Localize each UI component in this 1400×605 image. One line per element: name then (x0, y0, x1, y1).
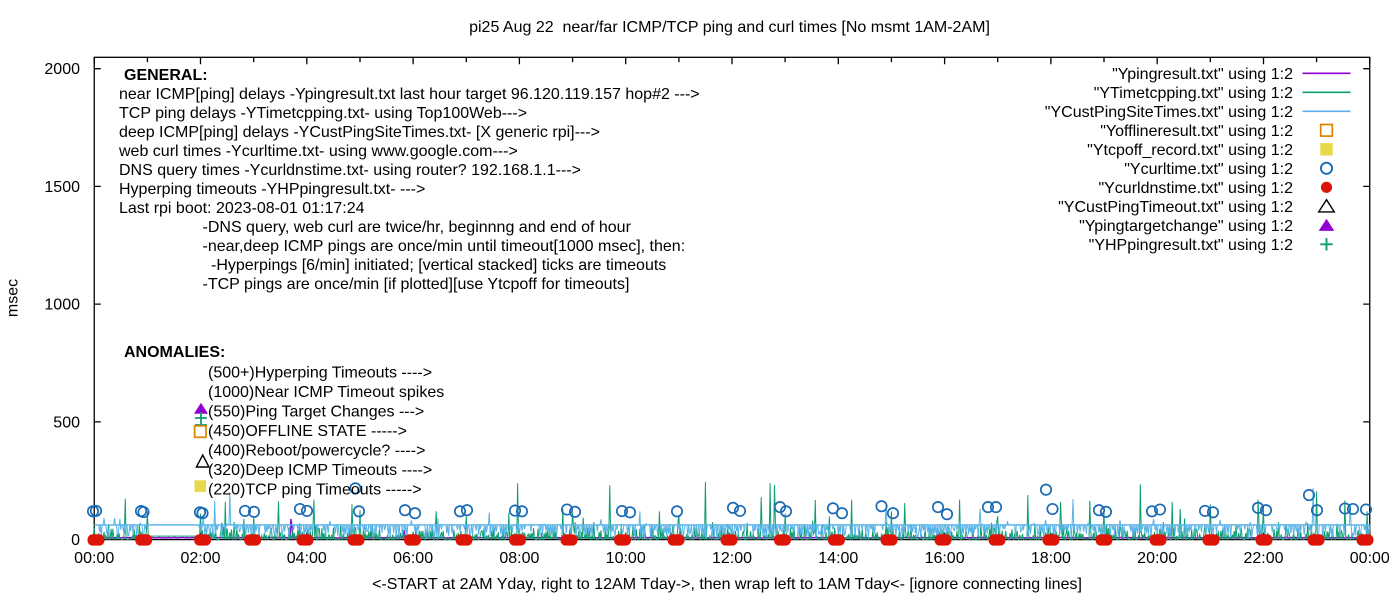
svg-text:TCP ping delays -YTimetcpping.: TCP ping delays -YTimetcpping.txt- using… (119, 105, 527, 122)
svg-text:06:00: 06:00 (393, 550, 433, 567)
svg-text:14:00: 14:00 (818, 550, 858, 567)
svg-text:"Ycurldnstime.txt" using 1:2: "Ycurldnstime.txt" using 1:2 (1098, 180, 1293, 197)
svg-text:DNS query times -Ycurldnstime.: DNS query times -Ycurldnstime.txt- using… (119, 162, 581, 179)
svg-text:1000: 1000 (44, 297, 80, 314)
svg-text:18:00: 18:00 (1031, 550, 1071, 567)
svg-text:04:00: 04:00 (287, 550, 327, 567)
svg-text:(400)Reboot/powercycle? ---->: (400)Reboot/powercycle? ----> (208, 443, 425, 460)
svg-text:12:00: 12:00 (712, 550, 752, 567)
svg-text:1500: 1500 (44, 179, 80, 196)
svg-text:-DNS query, web curl are twice: -DNS query, web curl are twice/hr, begin… (203, 219, 632, 236)
svg-text:08:00: 08:00 (499, 550, 539, 567)
svg-text:web curl times -Ycurltime.txt-: web curl times -Ycurltime.txt- using www… (118, 143, 518, 160)
svg-text:16:00: 16:00 (925, 550, 965, 567)
svg-text:near ICMP[ping] delays -Ypingr: near ICMP[ping] delays -Ypingresult.txt … (119, 86, 700, 103)
svg-text:22:00: 22:00 (1243, 550, 1283, 567)
svg-text:-TCP pings are once/min [if pl: -TCP pings are once/min [if plotted][use… (203, 276, 630, 293)
svg-text:10:00: 10:00 (606, 550, 646, 567)
svg-text:02:00: 02:00 (180, 550, 220, 567)
svg-text:Hyperping timeouts -YHPpingres: Hyperping timeouts -YHPpingresult.txt- -… (119, 181, 425, 198)
svg-text:"Ycurltime.txt" using 1:2: "Ycurltime.txt" using 1:2 (1124, 161, 1293, 178)
svg-text:(220)TCP ping Timeouts ----->: (220)TCP ping Timeouts -----> (208, 482, 422, 499)
svg-text:GENERAL:: GENERAL: (124, 67, 208, 84)
svg-text:(550)Ping Target Changes --->: (550)Ping Target Changes ---> (208, 403, 424, 420)
svg-text:deep ICMP[ping] delays -YCustP: deep ICMP[ping] delays -YCustPingSiteTim… (119, 124, 600, 141)
svg-text:00:00: 00:00 (74, 550, 114, 567)
svg-text:20:00: 20:00 (1137, 550, 1177, 567)
svg-text:"YHPpingresult.txt" using 1:2: "YHPpingresult.txt" using 1:2 (1089, 237, 1293, 254)
svg-text:"Ypingresult.txt" using 1:2: "Ypingresult.txt" using 1:2 (1112, 66, 1293, 83)
svg-text:(500+)Hyperping Timeouts ---->: (500+)Hyperping Timeouts ----> (208, 364, 432, 381)
svg-text:pi25 Aug 22 near/far ICMP/TCP: pi25 Aug 22 near/far ICMP/TCP ping and c… (469, 19, 990, 36)
svg-text:Last rpi boot: 2023-08-01 01:1: Last rpi boot: 2023-08-01 01:17:24 (119, 200, 365, 217)
svg-text:(1000)Near ICMP Timeout spikes: (1000)Near ICMP Timeout spikes (208, 384, 444, 401)
svg-text:"Yofflineresult.txt" using 1:2: "Yofflineresult.txt" using 1:2 (1100, 123, 1293, 140)
svg-text:"YCustPingSiteTimes.txt" using: "YCustPingSiteTimes.txt" using 1:2 (1045, 104, 1293, 121)
svg-text:"YCustPingTimeout.txt" using 1: "YCustPingTimeout.txt" using 1:2 (1058, 199, 1293, 216)
svg-text:00:00: 00:00 (1350, 550, 1390, 567)
svg-text:500: 500 (53, 414, 80, 431)
svg-text:"YTimetcpping.txt" using 1:2: "YTimetcpping.txt" using 1:2 (1094, 85, 1293, 102)
svg-text:-Hyperpings [6/min] initiated;: -Hyperpings [6/min] initiated; [vertical… (211, 257, 666, 274)
svg-text:2000: 2000 (44, 61, 80, 78)
svg-text:<-START at 2AM Yday, right to: <-START at 2AM Yday, right to 12AM Tday-… (372, 576, 1082, 593)
svg-text:(320)Deep ICMP Timeouts ---->: (320)Deep ICMP Timeouts ----> (208, 462, 432, 479)
svg-text:-near,deep ICMP pings are once: -near,deep ICMP pings are once/min until… (203, 238, 686, 255)
svg-text:(450)OFFLINE STATE ----->: (450)OFFLINE STATE -----> (208, 423, 407, 440)
svg-text:msec: msec (4, 279, 21, 317)
svg-text:ANOMALIES:: ANOMALIES: (124, 344, 225, 361)
svg-text:0: 0 (71, 532, 80, 549)
svg-text:"Ytcpoff_record.txt" using 1:2: "Ytcpoff_record.txt" using 1:2 (1087, 142, 1293, 159)
svg-text:"Ypingtargetchange" using 1:2: "Ypingtargetchange" using 1:2 (1079, 218, 1293, 235)
